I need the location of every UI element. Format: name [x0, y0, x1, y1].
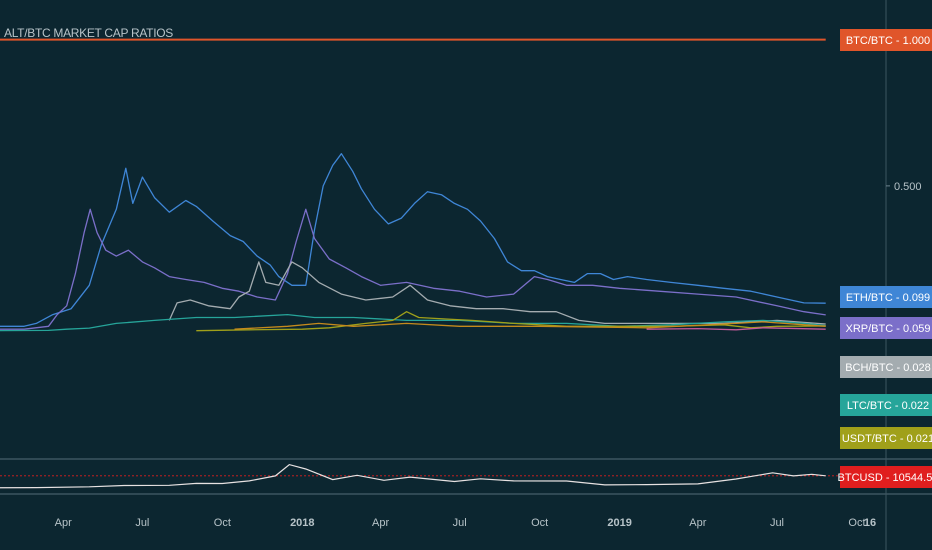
x-tick-label: Apr [689, 517, 706, 529]
price-label-ltc-btc-text: LTC/BTC - 0.022 [847, 400, 929, 412]
series-line-bch-btc[interactable] [168, 261, 826, 325]
x-tick-label: 2019 [607, 517, 631, 529]
series-line-xrp-btc[interactable] [0, 208, 826, 330]
price-label-eth-btc: ETH/BTC - 0.099 [840, 286, 932, 308]
x-tick-label: Apr [55, 517, 72, 529]
price-label-btc-btc: BTC/BTC - 1.000 [840, 29, 932, 51]
price-label-bch-btc-box [840, 356, 932, 378]
price-label-bch-btc: BCH/BTC - 0.028 [840, 356, 932, 378]
sub-series-line-btcusd[interactable] [0, 463, 826, 489]
price-label-eth-btc-text: ETH/BTC - 0.099 [846, 292, 930, 304]
price-label-ltc-btc-box [840, 394, 932, 416]
x-tick-label: Jul [453, 517, 467, 529]
series-line-usdt-btc[interactable] [196, 311, 826, 332]
x-tick-label: Oct [531, 517, 548, 529]
price-label-xrp-btc-text: XRP/BTC - 0.059 [846, 323, 931, 335]
price-label-xrp-btc: XRP/BTC - 0.059 [840, 317, 932, 339]
price-label-usdt-btc: USDT/BTC - 0.021 [840, 427, 932, 449]
x-tick-label: Jul [770, 517, 784, 529]
price-label-btcusd-box [840, 466, 932, 488]
price-label-btcusd-text: BTCUSD - 10544.53 [838, 472, 932, 484]
y-tick-label: 0.500 [894, 181, 922, 193]
series-line-ltc-btc[interactable] [0, 313, 826, 332]
series-line-unnamed-6[interactable] [234, 321, 826, 330]
series-line-eth-btc[interactable] [0, 153, 826, 327]
x-tick-label: Jul [135, 517, 149, 529]
x-tick-label: Apr [372, 517, 389, 529]
series-line-unnamed-7[interactable] [646, 327, 826, 331]
price-label-eth-btc-box [840, 286, 932, 308]
series-layer[interactable] [0, 38, 826, 332]
price-label-ltc-btc: LTC/BTC - 0.022 [840, 394, 932, 416]
price-label-xrp-btc-box [840, 317, 932, 339]
sub-chart[interactable] [0, 463, 886, 489]
price-label-usdt-btc-text: USDT/BTC - 0.021 [842, 433, 932, 445]
x-tick-label: 2018 [290, 517, 314, 529]
x-tick-label: 16 [864, 517, 876, 529]
price-labels: BTC/BTC - 1.000 ETH/BTC - 0.099 XRP/BTC - … [838, 29, 932, 488]
x-tick-label: Oct [214, 517, 231, 529]
price-label-btc-btc-text: BTC/BTC - 1.000 [846, 35, 930, 47]
price-label-btcusd: BTCUSD - 10544.53 [838, 466, 932, 488]
price-label-btc-btc-box [840, 29, 932, 51]
chart-title: ALT/BTC MARKET CAP RATIOS [4, 26, 173, 40]
price-label-bch-btc-text: BCH/BTC - 0.028 [845, 362, 931, 374]
x-tick-label: Oct [848, 517, 865, 529]
price-label-usdt-btc-box [840, 427, 932, 449]
